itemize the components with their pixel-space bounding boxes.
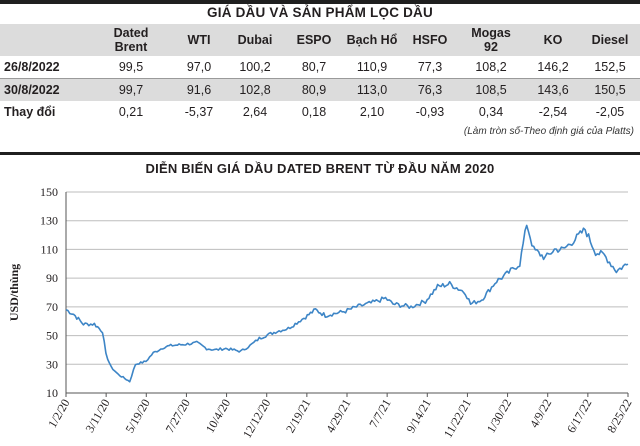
y-tick-label: 130 [40, 214, 58, 228]
table-cell: 99,7 [118, 83, 144, 97]
table-cell: 100,2 [239, 60, 271, 74]
top-rule [0, 0, 640, 4]
y-tick-label: 110 [40, 242, 58, 256]
table-header-band [0, 24, 640, 56]
y-tick-label: 30 [46, 357, 58, 371]
column-header: KO [543, 33, 563, 47]
table-cell: 0,34 [478, 105, 504, 119]
x-tick-label: 11/22/21 [441, 397, 474, 441]
x-tick-label: 4/9/22 [527, 397, 554, 431]
table-title: GIÁ DẦU VÀ SẢN PHẨM LỌC DẦU [207, 5, 433, 20]
table-cell: 152,5 [594, 60, 626, 74]
table-row [0, 79, 640, 101]
row-label: 30/8/2022 [4, 83, 60, 97]
table-cell: 76,3 [417, 83, 443, 97]
x-tick-label: 10/4/20 [203, 397, 233, 436]
table-cell: 146,2 [537, 60, 569, 74]
table-cell: 99,5 [118, 60, 144, 74]
y-axis-label: USD/thùng [7, 264, 21, 321]
column-header: ESPO [296, 33, 332, 47]
table-cell: 80,7 [301, 60, 327, 74]
x-tick-label: 9/14/21 [403, 397, 433, 436]
column-header: Dated Brent [113, 26, 149, 54]
x-tick-label: 8/25/22 [604, 397, 634, 436]
x-tick-label: 1/30/22 [484, 397, 514, 436]
column-header: Mogas 92 [471, 26, 511, 54]
row-separator [0, 78, 640, 79]
x-tick-label: 2/19/21 [283, 397, 313, 436]
table-cell: 108,5 [475, 83, 507, 97]
row-label: 26/8/2022 [4, 60, 60, 74]
y-tick-label: 50 [46, 329, 58, 343]
table-cell: 2,64 [242, 105, 268, 119]
x-tick-label: 5/19/20 [122, 397, 152, 436]
table-cell: 91,6 [186, 83, 212, 97]
table-cell: 0,21 [118, 105, 144, 119]
table-cell: 102,8 [239, 83, 271, 97]
row-label: Thay đổi [4, 105, 56, 119]
y-tick-label: 150 [40, 185, 58, 199]
y-tick-label: 70 [46, 300, 58, 314]
column-header: Diesel [591, 33, 629, 47]
series-line-dated-brent [65, 224, 629, 383]
table-cell: -0,93 [415, 105, 445, 119]
column-header: HSFO [412, 33, 448, 47]
table-cell: -5,37 [184, 105, 214, 119]
x-tick-label: 3/11/20 [82, 397, 112, 435]
chart-title: DIỄN BIẾN GIÁ DẦU DATED BRENT TỪ ĐẦU NĂM… [145, 161, 495, 176]
table-cell: 143,6 [537, 83, 569, 97]
column-header: Dubai [237, 33, 273, 47]
x-tick-label: 6/17/22 [564, 397, 594, 436]
table-note: (Làm tròn số-Theo định giá của Platts) [463, 126, 634, 137]
x-tick-label: 12/12/20 [240, 397, 273, 441]
y-tick-label: 90 [46, 271, 58, 285]
x-tick-label: 7/7/21 [366, 397, 393, 431]
table-cell: 80,9 [301, 83, 327, 97]
table-cell: 113,0 [356, 83, 388, 97]
table-cell: 108,2 [475, 60, 507, 74]
column-header: Bạch Hổ [346, 33, 398, 47]
brent-line-chart: 10 30 50 70 90 110 130 150 USD/thùng 1/2/20 3/11/2… [7, 185, 635, 441]
table-cell: -2,54 [538, 105, 568, 119]
table-cell: 0,18 [301, 105, 327, 119]
table-cell: 110,9 [356, 60, 388, 74]
x-tick-label: 1/2/20 [45, 397, 72, 431]
x-tick-label: 4/29/21 [323, 397, 353, 436]
table-cell: -2,05 [595, 105, 625, 119]
y-tick-label: 10 [46, 386, 58, 400]
table-cell: 150,5 [594, 83, 626, 97]
section-divider [0, 152, 640, 155]
column-header: WTI [187, 33, 211, 47]
table-cell: 2,10 [359, 105, 385, 119]
table-cell: 77,3 [417, 60, 443, 74]
table-cell: 97,0 [186, 60, 212, 74]
x-tick-label: 7/27/20 [163, 397, 193, 436]
